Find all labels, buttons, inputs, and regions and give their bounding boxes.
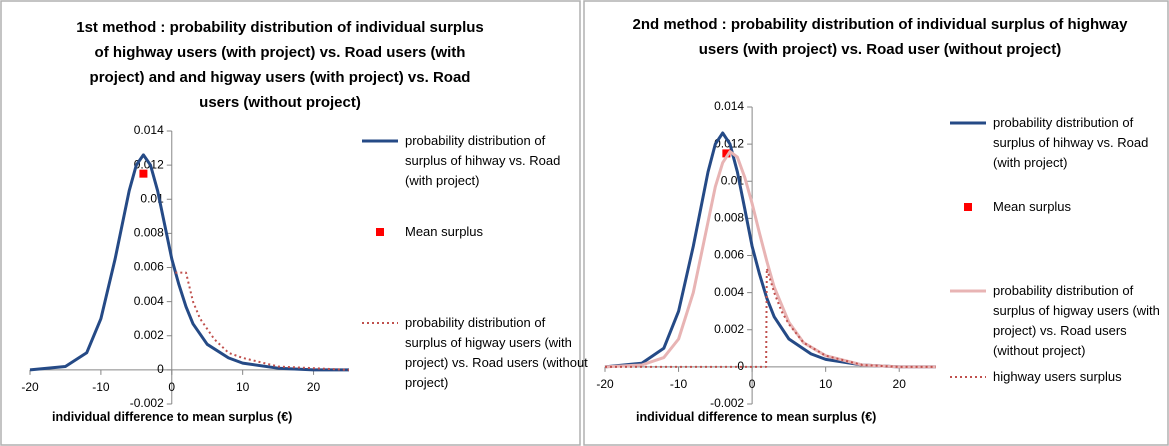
panel-border — [0, 0, 581, 446]
y-tick-label: 0.008 — [714, 211, 744, 225]
y-tick-label: -0.002 — [130, 396, 164, 410]
chart-title: 1st method : probability distribution of… — [76, 19, 484, 111]
x-tick-label: -20 — [21, 380, 39, 394]
mean-marker — [139, 169, 148, 178]
x-axis-title: individual difference to mean surplus (€… — [52, 410, 293, 424]
y-tick-label: 0 — [157, 362, 164, 376]
legend-label: Mean surplus — [993, 199, 1072, 214]
series-line — [604, 131, 936, 369]
x-tick-label: 0 — [749, 377, 756, 391]
x-tick-label: -20 — [596, 377, 614, 391]
x-axis-title: individual difference to mean surplus (€… — [636, 410, 877, 424]
x-tick-label: 20 — [307, 380, 321, 394]
legend-swatch — [964, 203, 972, 211]
y-tick-label: 0.004 — [714, 285, 744, 299]
y-tick-label: 0.002 — [714, 322, 744, 336]
x-tick-label: -10 — [670, 377, 688, 391]
y-tick-label: 0.006 — [134, 260, 164, 274]
series-line — [29, 153, 349, 372]
y-tick-label: 0.002 — [134, 328, 164, 342]
x-tick-label: 20 — [893, 377, 907, 391]
x-tick-label: -10 — [92, 380, 110, 394]
legend-swatch — [376, 228, 384, 236]
x-tick-label: 10 — [819, 377, 833, 391]
y-tick-label: 0.014 — [714, 99, 744, 113]
legend-label: Mean surplus — [405, 224, 484, 239]
x-tick-label: 0 — [168, 380, 175, 394]
legend-label: probability distribution of surplus of h… — [405, 315, 588, 390]
chart-title: 2nd method : probability distribution of… — [632, 16, 1128, 58]
x-tick-label: 10 — [236, 380, 250, 394]
series-line — [605, 267, 936, 368]
y-tick-label: 0.014 — [134, 123, 164, 137]
y-tick-label: 0.006 — [714, 248, 744, 262]
legend-label: probability distribution of surplus of h… — [993, 115, 1149, 170]
legend-label: probability distribution of surplus of h… — [993, 283, 1160, 358]
series-line — [604, 150, 936, 369]
y-tick-label: 0.008 — [134, 226, 164, 240]
series-line — [175, 271, 350, 371]
panel-border — [583, 0, 1169, 446]
mean-marker — [722, 149, 731, 158]
legend-label: highway users surplus — [993, 369, 1122, 384]
legend-label: probability distribution of surplus of h… — [405, 133, 561, 188]
y-tick-label: 0.004 — [134, 294, 164, 308]
y-tick-label: -0.002 — [710, 396, 744, 410]
